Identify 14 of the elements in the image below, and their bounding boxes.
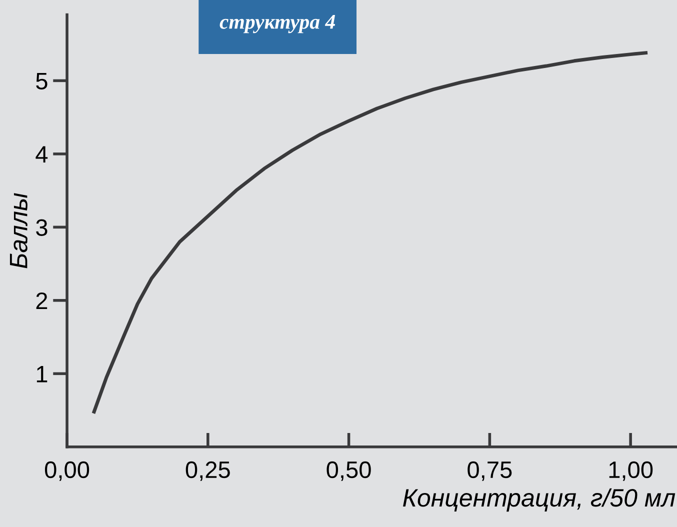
y-tick-label: 1	[36, 366, 48, 382]
y-axis-title: Баллы	[10, 193, 28, 268]
x-tick-label: 0,00	[44, 461, 90, 481]
y-tick-label: 3	[36, 219, 48, 236]
y-tick-label: 2	[36, 292, 48, 309]
x-tick-label: 0,50	[326, 461, 371, 481]
line-series	[92, 51, 648, 414]
x-tick-label: 1,00	[609, 461, 653, 481]
y-tick-label: 4	[36, 146, 48, 162]
y-tick-label: 5	[36, 72, 48, 90]
x-tick-label: 0,25	[186, 461, 230, 481]
x-axis-title: Концентрация, г/50 мл	[403, 488, 676, 512]
chart-title: структура 4	[220, 14, 336, 34]
x-tick-label: 0,75	[468, 461, 512, 481]
